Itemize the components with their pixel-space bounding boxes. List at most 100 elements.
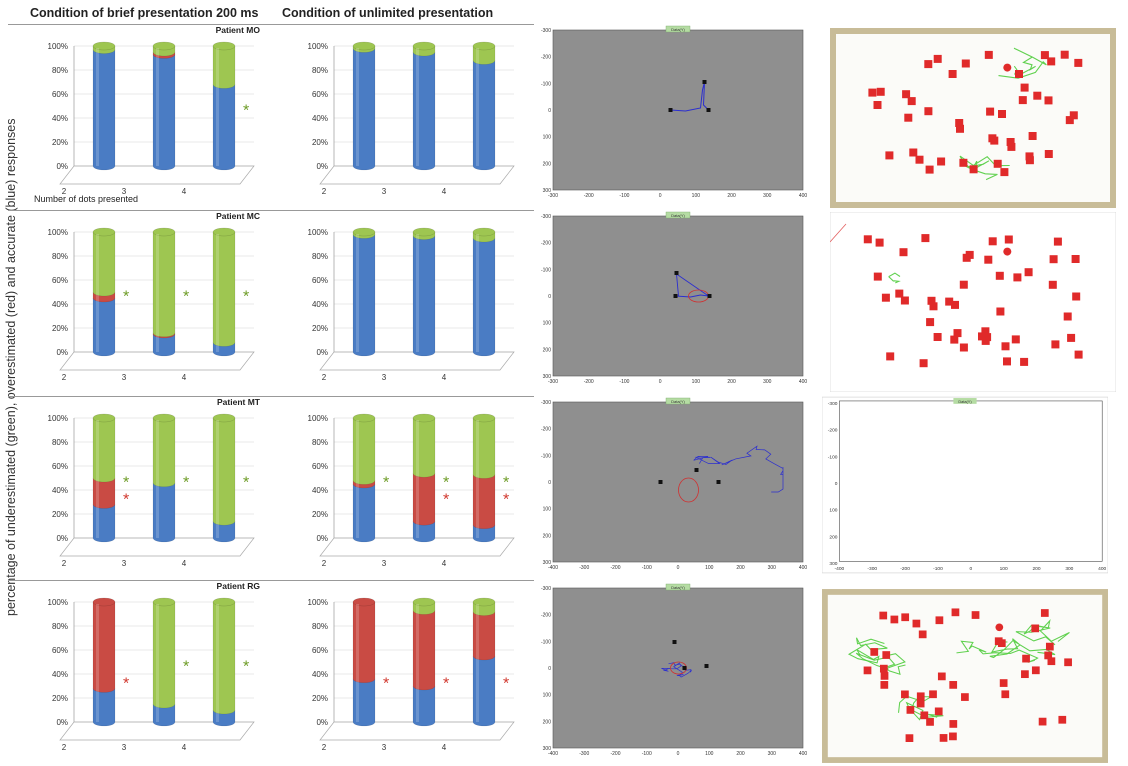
x-tick-label: 3 — [382, 373, 387, 382]
overestimated-segment — [92, 477, 116, 509]
y-tick-label: 0% — [56, 534, 68, 543]
bar-4 — [472, 227, 496, 357]
accurate-segment — [472, 60, 496, 171]
y-tick-label: 300 — [543, 374, 552, 380]
x-tick-label: 0 — [677, 751, 680, 757]
red-square — [969, 165, 978, 174]
bar-top-cap — [472, 597, 496, 607]
bar-top-cap — [212, 597, 236, 607]
legend-label: Data(Y) — [671, 585, 685, 590]
red-square — [959, 158, 968, 167]
y-tick-label: 100% — [308, 42, 328, 51]
red-square — [904, 113, 913, 122]
x-tick-label: 3 — [122, 187, 127, 196]
red-square — [876, 87, 885, 96]
x-tick-label: 100 — [1000, 566, 1008, 572]
bar-3 — [152, 227, 176, 357]
bar-top-cap — [92, 597, 116, 607]
red-square — [1001, 342, 1010, 351]
trace-line — [855, 652, 906, 676]
bar-top-cap — [92, 41, 116, 51]
bar-3 — [412, 597, 436, 727]
corner-mark — [830, 223, 847, 243]
red-square — [984, 50, 993, 59]
bar-4 — [472, 41, 496, 171]
bar-top-cap — [352, 41, 376, 51]
red-circle — [1003, 63, 1012, 72]
significance-star: * — [503, 475, 509, 492]
photo-canvas — [827, 594, 1103, 758]
significance-star: * — [503, 491, 509, 508]
y-tick-label: 80% — [52, 622, 68, 631]
underestimated-segment — [152, 231, 176, 338]
red-square — [1040, 609, 1049, 617]
x-tick-label: 3 — [122, 743, 127, 752]
stimulus-dots — [863, 234, 1083, 368]
bar-highlight — [476, 48, 479, 166]
red-square — [935, 616, 944, 625]
underestimated-segment — [412, 417, 436, 478]
fixation-ellipse — [678, 477, 699, 503]
significance-star: * — [123, 491, 129, 508]
red-square — [900, 296, 909, 305]
scanpath-image: -300 -200 -100 0 100 200 300 -400 -300 -200 -100 0 1… — [822, 395, 1108, 575]
scanpath-svg — [830, 28, 1116, 208]
x-tick-label: 4 — [182, 743, 187, 752]
bar-top-cap — [152, 597, 176, 607]
y-tick-label: 20% — [52, 510, 68, 519]
bar-2 — [352, 597, 376, 727]
red-square — [1047, 657, 1056, 666]
red-square — [926, 718, 934, 726]
red-square — [1003, 357, 1011, 366]
red-square — [961, 59, 970, 68]
red-square — [996, 307, 1005, 316]
red-square — [1015, 70, 1023, 78]
red-square — [1028, 132, 1037, 140]
red-square — [899, 248, 908, 257]
underestimated-segment — [92, 231, 116, 297]
red-square — [955, 119, 964, 127]
stacked-bar-chart: 0% 20% 40% 60% 80% 100% 2 3 4 — [308, 227, 515, 382]
accurate-segment — [212, 520, 236, 543]
y-tick-label: 60% — [312, 646, 328, 655]
red-square — [956, 124, 964, 133]
gaze-plot: Data(Y) -300 -200 -100 0 100 200 300 -400 -300 -20… — [537, 396, 807, 574]
x-axis-note: Number of dots presented — [34, 194, 139, 204]
red-square — [890, 615, 899, 624]
accurate-segment — [352, 678, 376, 727]
x-tick-label: 0 — [659, 193, 662, 199]
red-square — [882, 651, 891, 659]
bar-3 — [152, 413, 176, 543]
target-dot — [668, 108, 673, 112]
accurate-segment — [212, 709, 236, 727]
red-square — [1049, 255, 1058, 264]
bar-2 — [92, 413, 116, 543]
bar-highlight — [476, 420, 479, 538]
significance-star: * — [383, 675, 389, 692]
bar-4 — [212, 413, 236, 543]
significance-star: * — [183, 289, 189, 306]
x-tick-label: 4 — [442, 559, 447, 568]
target-dot — [716, 480, 721, 484]
red-circle — [995, 623, 1004, 632]
red-square — [1031, 624, 1040, 633]
x-tick-label: 3 — [382, 743, 387, 752]
red-square — [912, 619, 921, 628]
red-square — [965, 250, 974, 259]
x-tick-label: -300 — [548, 193, 558, 199]
bar-2 — [352, 227, 376, 357]
photo-canvas — [836, 34, 1110, 202]
red-square — [1051, 340, 1060, 349]
bar-highlight — [216, 420, 219, 538]
accurate-segment — [352, 483, 376, 543]
red-square — [1053, 237, 1062, 246]
y-tick-label: 300 — [543, 560, 552, 566]
bar-4 — [472, 413, 496, 543]
x-tick-label: 0 — [659, 379, 662, 385]
x-tick-label: 2 — [62, 559, 67, 568]
red-square — [1018, 96, 1027, 105]
bar-4 — [472, 597, 496, 727]
red-square — [937, 672, 946, 681]
y-tick-label: 40% — [312, 670, 328, 679]
